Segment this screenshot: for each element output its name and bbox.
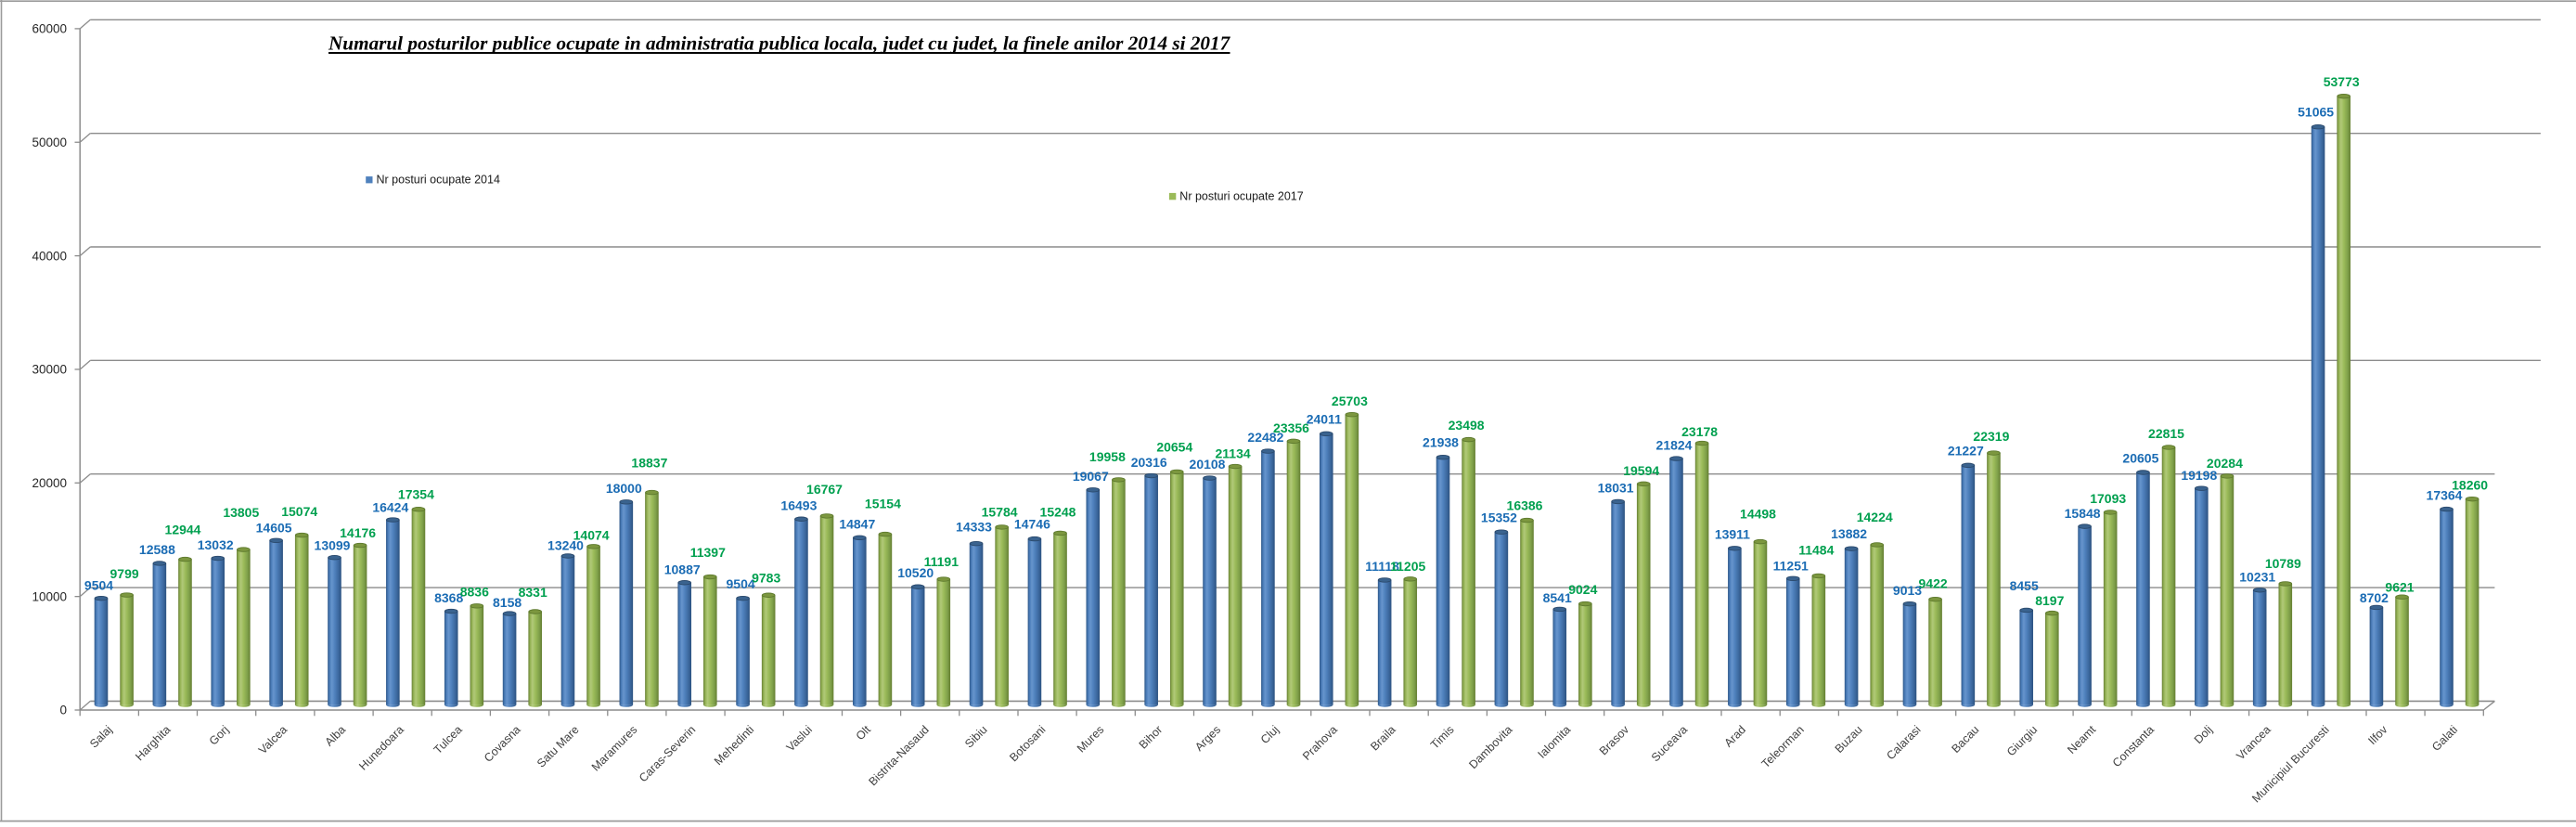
svg-text:14847: 14847: [839, 517, 875, 532]
svg-text:13882: 13882: [1831, 526, 1867, 541]
svg-text:22482: 22482: [1247, 430, 1283, 445]
svg-text:20284: 20284: [2207, 456, 2243, 471]
svg-text:14746: 14746: [1014, 517, 1050, 532]
svg-text:19198: 19198: [2181, 468, 2217, 483]
svg-text:18000: 18000: [606, 481, 642, 496]
svg-text:13240: 13240: [547, 537, 584, 552]
svg-text:15784: 15784: [982, 505, 1018, 520]
svg-text:19067: 19067: [1073, 469, 1109, 484]
svg-text:20605: 20605: [2122, 450, 2158, 465]
svg-text:23356: 23356: [1273, 420, 1309, 435]
svg-text:20316: 20316: [1131, 455, 1167, 470]
svg-text:13805: 13805: [223, 505, 259, 520]
svg-text:51065: 51065: [2298, 105, 2334, 120]
svg-text:8836: 8836: [460, 585, 489, 600]
svg-text:9024: 9024: [1568, 582, 1597, 597]
svg-text:9504: 9504: [727, 576, 755, 591]
svg-text:23498: 23498: [1449, 418, 1485, 433]
svg-text:8541: 8541: [1543, 590, 1572, 605]
svg-text:Numarul posturilor publice ocu: Numarul posturilor publice ocupate in ad…: [328, 32, 1231, 55]
svg-text:18837: 18837: [631, 456, 667, 471]
svg-text:18260: 18260: [2452, 477, 2488, 492]
svg-text:15074: 15074: [281, 504, 317, 519]
svg-text:15352: 15352: [1481, 510, 1517, 524]
svg-text:16493: 16493: [780, 498, 817, 513]
svg-text:53773: 53773: [2324, 74, 2360, 89]
svg-text:20000: 20000: [32, 476, 67, 490]
svg-text:8331: 8331: [519, 585, 547, 600]
svg-text:14498: 14498: [1740, 507, 1776, 522]
svg-text:9783: 9783: [752, 570, 780, 585]
svg-text:17364: 17364: [2427, 487, 2463, 502]
svg-text:9621: 9621: [2385, 579, 2414, 594]
svg-text:40000: 40000: [32, 249, 67, 263]
svg-text:10520: 10520: [897, 565, 934, 580]
svg-text:13911: 13911: [1715, 526, 1750, 541]
svg-text:11118: 11118: [1365, 559, 1399, 574]
svg-text:11191: 11191: [924, 554, 960, 569]
svg-text:22319: 22319: [1973, 429, 2009, 444]
svg-text:19958: 19958: [1089, 449, 1126, 464]
svg-text:11484: 11484: [1798, 543, 1834, 558]
svg-text:16424: 16424: [372, 499, 408, 514]
svg-text:14333: 14333: [956, 520, 992, 535]
svg-text:10887: 10887: [664, 562, 701, 577]
svg-text:19594: 19594: [1623, 463, 1659, 478]
svg-text:15848: 15848: [2065, 506, 2101, 521]
svg-text:17354: 17354: [398, 486, 434, 501]
svg-text:20654: 20654: [1156, 440, 1192, 455]
svg-text:10231: 10231: [2239, 569, 2275, 584]
svg-text:25703: 25703: [1332, 394, 1368, 408]
svg-text:18031: 18031: [1598, 480, 1634, 495]
svg-text:30000: 30000: [32, 363, 67, 377]
svg-text:11205: 11205: [1390, 559, 1425, 574]
svg-text:21824: 21824: [1656, 438, 1693, 453]
svg-text:50000: 50000: [32, 136, 67, 149]
svg-text:11397: 11397: [690, 545, 726, 560]
svg-text:10789: 10789: [2265, 556, 2301, 571]
svg-text:12944: 12944: [165, 522, 201, 536]
svg-text:13099: 13099: [315, 538, 351, 553]
svg-text:9799: 9799: [110, 566, 139, 581]
svg-text:21227: 21227: [1948, 444, 1984, 459]
svg-text:23178: 23178: [1681, 424, 1718, 439]
svg-text:14224: 14224: [1857, 510, 1893, 524]
svg-text:13032: 13032: [198, 537, 234, 552]
svg-text:14605: 14605: [256, 521, 292, 536]
svg-text:60000: 60000: [32, 22, 67, 36]
svg-text:12588: 12588: [139, 542, 175, 557]
svg-text:8455: 8455: [2010, 578, 2039, 593]
svg-text:17093: 17093: [2090, 491, 2126, 506]
svg-text:15248: 15248: [1040, 505, 1076, 520]
svg-text:8158: 8158: [493, 595, 522, 610]
svg-text:21134: 21134: [1216, 446, 1251, 460]
svg-text:9504: 9504: [84, 578, 113, 593]
svg-text:16767: 16767: [806, 482, 843, 497]
svg-text:8368: 8368: [434, 590, 463, 605]
svg-text:15154: 15154: [865, 497, 901, 511]
svg-text:21938: 21938: [1423, 435, 1459, 450]
svg-text:9013: 9013: [1893, 583, 1922, 598]
svg-text:9422: 9422: [1919, 576, 1948, 591]
svg-text:20108: 20108: [1190, 457, 1226, 472]
svg-text:24011: 24011: [1307, 411, 1342, 426]
svg-text:Nr posturi ocupate 2014: Nr posturi ocupate 2014: [377, 174, 500, 187]
svg-text:14176: 14176: [340, 525, 376, 540]
svg-text:Nr posturi ocupate 2017: Nr posturi ocupate 2017: [1179, 190, 1303, 203]
svg-text:11251: 11251: [1773, 558, 1809, 573]
svg-text:0: 0: [59, 704, 67, 717]
svg-text:10000: 10000: [32, 589, 67, 603]
svg-text:16386: 16386: [1507, 498, 1543, 513]
svg-text:14074: 14074: [573, 527, 610, 542]
svg-text:22815: 22815: [2148, 426, 2184, 441]
svg-text:8702: 8702: [2360, 590, 2389, 605]
svg-text:8197: 8197: [2035, 593, 2064, 608]
